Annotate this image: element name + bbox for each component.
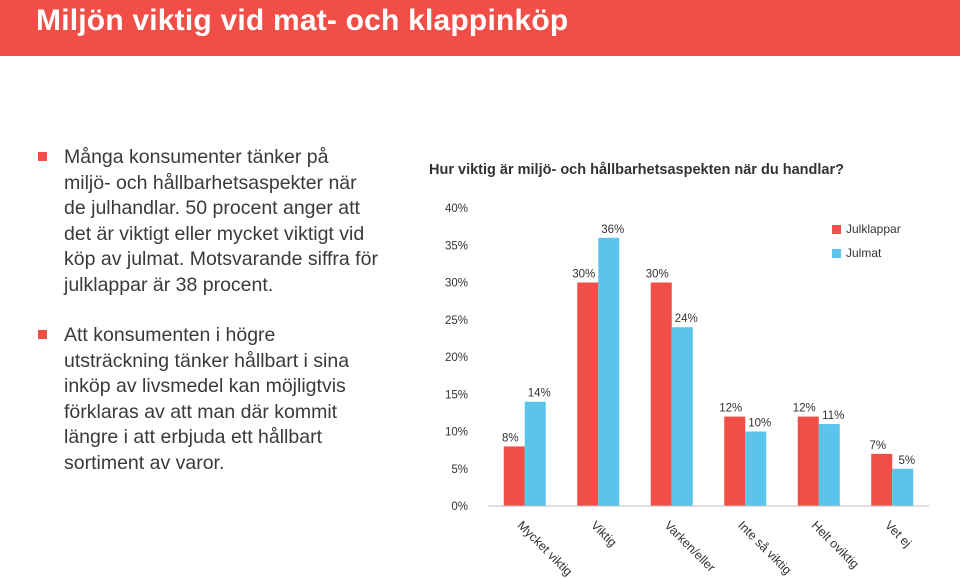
data-label: 10% <box>748 418 771 430</box>
data-label: 8% <box>502 432 519 444</box>
bar-julmat <box>598 237 620 507</box>
bar-julklappar <box>871 453 893 506</box>
data-label: 30% <box>572 269 595 281</box>
bar-labels-group: 8% 14% 30% 36% 30% 24% 12% 10% 12% 11% 7% 5% <box>502 224 915 467</box>
y-tick-label: 15% <box>445 389 468 401</box>
bars-group <box>503 237 914 507</box>
legend-swatch-julmat <box>832 249 841 258</box>
bullet-item: Många konsumenter tänker på miljö- och h… <box>38 145 378 298</box>
data-label: 12% <box>793 403 816 415</box>
x-tick-label: Inte så viktig <box>735 518 794 577</box>
data-label: 12% <box>719 403 742 415</box>
data-label: 36% <box>601 224 624 236</box>
x-axis: Mycket viktig Viktig Varken/eller Inte så v… <box>488 505 929 579</box>
bar-julmat <box>671 327 693 506</box>
y-axis: 0% 5% 10% 15% 20% 25% 30% 35% 40% <box>445 203 468 513</box>
bar-julklappar <box>650 282 672 506</box>
bar-julmat <box>818 424 840 506</box>
bar-julmat <box>524 401 546 506</box>
data-label: 5% <box>898 455 915 467</box>
x-tick-label: Helt oviktig <box>809 518 862 571</box>
x-tick-label: Mycket viktig <box>515 518 576 579</box>
data-label: 14% <box>528 388 551 400</box>
legend-label: Julmat <box>846 246 882 260</box>
bullet-item: Att konsumenten i högre utsträckning tän… <box>38 323 378 476</box>
data-label: 24% <box>675 313 698 325</box>
bar-chart: Hur viktig är miljö- och hållbarhetsaspe… <box>429 162 929 579</box>
bullet-list: Många konsumenter tänker på miljö- och h… <box>38 145 378 476</box>
y-tick-label: 0% <box>451 501 468 513</box>
y-tick-label: 10% <box>445 427 468 439</box>
y-tick-label: 25% <box>445 315 468 327</box>
bullet-square-icon <box>38 330 47 339</box>
x-tick-label: Varken/eller <box>662 518 718 574</box>
legend: Julklappar Julmat <box>832 222 901 260</box>
bar-julklappar <box>577 282 599 506</box>
title-bar: Miljön viktig vid mat- och klappinköp <box>0 0 960 56</box>
page-title: Miljön viktig vid mat- och klappinköp <box>36 4 569 37</box>
y-tick-label: 20% <box>445 352 468 364</box>
data-label: 11% <box>822 410 844 422</box>
bar-julmat <box>892 468 914 506</box>
y-tick-label: 5% <box>451 464 468 476</box>
data-label: 30% <box>646 269 669 281</box>
y-tick-label: 30% <box>445 278 468 290</box>
y-tick-label: 35% <box>445 240 468 252</box>
data-label: 7% <box>869 440 886 452</box>
bar-julklappar <box>724 416 746 506</box>
bar-julmat <box>745 431 767 506</box>
bullet-square-icon <box>38 152 47 161</box>
bar-julklappar <box>503 446 525 506</box>
bullet-text: Många konsumenter tänker på miljö- och h… <box>64 146 378 296</box>
chart-title: Hur viktig är miljö- och hållbarhetsaspe… <box>429 162 844 178</box>
bar-julklappar <box>797 416 819 506</box>
x-tick-label: Viktig <box>588 518 619 549</box>
legend-swatch-julklappar <box>832 225 841 234</box>
bullet-text: Att konsumenten i högre utsträckning tän… <box>64 324 350 474</box>
y-tick-label: 40% <box>445 203 468 215</box>
x-tick-label: Vet ej <box>882 518 914 550</box>
legend-label: Julklappar <box>846 222 901 236</box>
